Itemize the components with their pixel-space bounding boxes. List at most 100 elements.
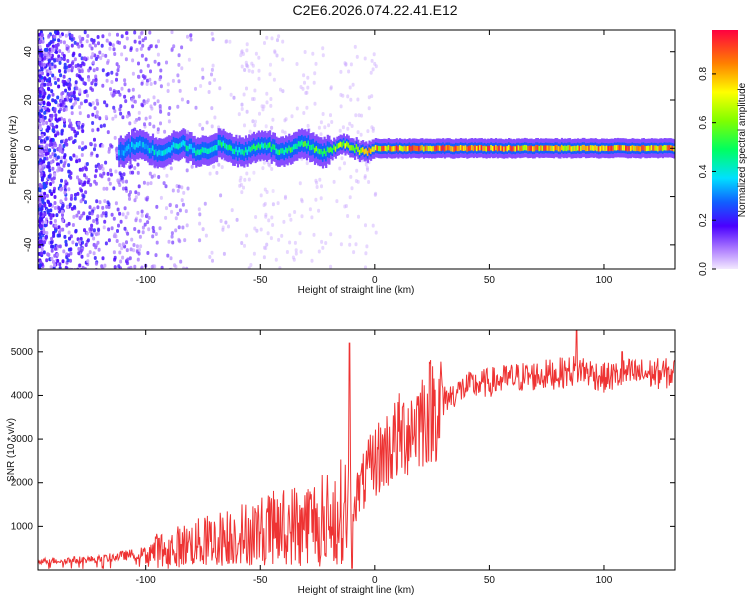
heatmap-cell (64, 138, 68, 143)
heatmap-cell (143, 101, 147, 106)
y-tick-label: 20 (23, 94, 34, 106)
heatmap-cell (43, 203, 47, 208)
heatmap-cell (130, 237, 134, 242)
heatmap-cell (573, 145, 576, 151)
heatmap-cell (58, 233, 61, 238)
heatmap-cell (343, 61, 347, 66)
heatmap-cell (47, 108, 51, 113)
heatmap-cell (493, 145, 496, 152)
heatmap-cell (119, 219, 123, 224)
heatmap-cell (94, 43, 97, 48)
heatmap-cell (381, 146, 384, 152)
heatmap-cell (102, 123, 106, 128)
heatmap-cell (365, 148, 368, 154)
snr-y-axis-label: SNR (10 * v/v) (6, 418, 17, 482)
heatmap-cell (303, 80, 306, 85)
heatmap-cell (81, 141, 85, 145)
heatmap-cell (86, 34, 90, 38)
heatmap-cell (119, 259, 123, 264)
heatmap-cell (495, 145, 498, 151)
heatmap-cell (208, 171, 212, 176)
heatmap-cell (286, 148, 289, 154)
heatmap-cell (47, 200, 50, 205)
heatmap-cell (504, 145, 507, 152)
heatmap-cell (86, 238, 90, 243)
heatmap-cell (166, 89, 170, 93)
heatmap-cell (300, 197, 304, 202)
heatmap-cell (38, 207, 42, 212)
heatmap-cell (262, 143, 265, 149)
heatmap-cell (62, 82, 66, 87)
heatmap-cell (370, 148, 373, 154)
heatmap-cell (284, 117, 288, 122)
heatmap-cell (245, 109, 249, 114)
heatmap-cell (120, 246, 124, 251)
heatmap-cell (269, 103, 273, 108)
heatmap-cell (228, 144, 232, 150)
heatmap-cell (200, 149, 203, 155)
heatmap-cell (106, 130, 110, 135)
heatmap-cell (230, 208, 234, 213)
heatmap-cell (346, 126, 350, 131)
heatmap-cell (180, 185, 184, 190)
heatmap-cell (71, 240, 75, 245)
heatmap-cell (84, 145, 88, 150)
heatmap-cell (91, 52, 95, 56)
heatmap-cell (82, 211, 86, 216)
heatmap-cell (62, 40, 66, 45)
snr-panel: -100 -50 0 50 100 1000 2000 3000 4000 5000 Heigh… (6, 329, 676, 596)
heatmap-cell (270, 146, 273, 152)
heatmap-cell (52, 176, 56, 180)
heatmap-cell (45, 181, 49, 186)
heatmap-cell (371, 128, 375, 133)
heatmap-cell (54, 133, 58, 138)
heatmap-cell (77, 74, 81, 79)
heatmap-cell (281, 39, 285, 44)
heatmap-cell (456, 145, 459, 152)
heatmap-cell (339, 104, 343, 109)
heatmap-cell (422, 146, 426, 152)
heatmap-cell (117, 64, 121, 69)
heatmap-cell (132, 243, 136, 247)
heatmap-cell (54, 223, 58, 228)
heatmap-cell (63, 161, 67, 166)
heatmap-cell (254, 145, 257, 152)
heatmap-cell (338, 128, 342, 133)
heatmap-cell (41, 236, 45, 241)
heatmap-cell (354, 179, 358, 183)
heatmap-cell (96, 101, 100, 106)
heatmap-cell (360, 113, 363, 118)
heatmap-cell (109, 87, 112, 92)
heatmap-cell (277, 34, 281, 39)
heatmap-cell (264, 142, 267, 148)
heatmap-cell (359, 132, 363, 137)
heatmap-cell (668, 145, 671, 151)
heatmap-cell (512, 145, 515, 152)
heatmap-cell (129, 147, 132, 153)
heatmap-cell (93, 137, 96, 142)
heatmap-cell (283, 149, 286, 155)
heatmap-cell (38, 182, 42, 187)
heatmap-cell (363, 56, 367, 61)
heatmap-cell (636, 145, 639, 151)
heatmap-cell (238, 147, 241, 153)
heatmap-cell (69, 196, 73, 201)
heatmap-cell (166, 82, 170, 87)
heatmap-cell (347, 142, 350, 148)
heatmap-cell (65, 46, 69, 51)
heatmap-cell (242, 92, 246, 97)
heatmap-cell (39, 158, 43, 163)
heatmap-cell (88, 250, 92, 255)
heatmap-cell (107, 177, 111, 182)
heatmap-cell (264, 124, 268, 129)
heatmap-cell (76, 131, 79, 136)
heatmap-cell (342, 140, 345, 146)
heatmap-cell (106, 60, 110, 65)
heatmap-cell (272, 144, 275, 150)
heatmap-cell (371, 126, 375, 131)
heatmap-cell (86, 114, 90, 119)
heatmap-cell (157, 175, 161, 179)
heatmap-cell (346, 94, 350, 99)
heatmap-cell (38, 98, 42, 103)
heatmap-cell (102, 186, 106, 191)
